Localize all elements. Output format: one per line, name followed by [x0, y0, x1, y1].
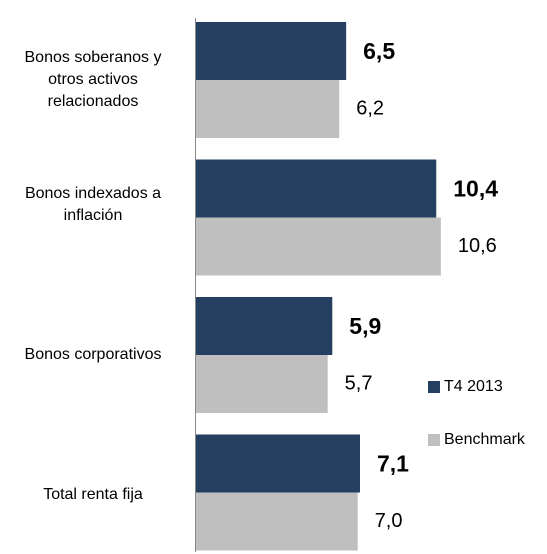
- value-label: 6,2: [356, 97, 384, 119]
- category-label: Bonos corporativos: [24, 346, 162, 363]
- value-label: 5,9: [349, 313, 381, 339]
- legend-label: T4 2013: [444, 378, 503, 395]
- category-label: Bonos soberanos y otros activos relacion…: [24, 49, 162, 110]
- bar: [196, 80, 340, 138]
- value-label: 7,0: [375, 510, 403, 532]
- value-label: 10,4: [453, 176, 498, 202]
- value-label: 7,1: [377, 451, 409, 477]
- bar: [196, 492, 358, 551]
- bar: [196, 159, 437, 218]
- bar: [196, 434, 361, 493]
- bar: [196, 217, 441, 276]
- value-label: 5,7: [345, 372, 373, 394]
- bar: [196, 355, 328, 413]
- category-label: Total renta fija: [43, 486, 143, 503]
- bar: [196, 297, 333, 355]
- legend-swatch: [428, 381, 440, 393]
- category-label: Bonos indexados a inflación: [24, 185, 162, 224]
- value-label: 6,5: [363, 38, 395, 64]
- legend-swatch: [428, 434, 440, 446]
- value-label: 10,6: [458, 235, 497, 257]
- bar: [196, 22, 347, 80]
- legend-label: Benchmark: [444, 431, 526, 448]
